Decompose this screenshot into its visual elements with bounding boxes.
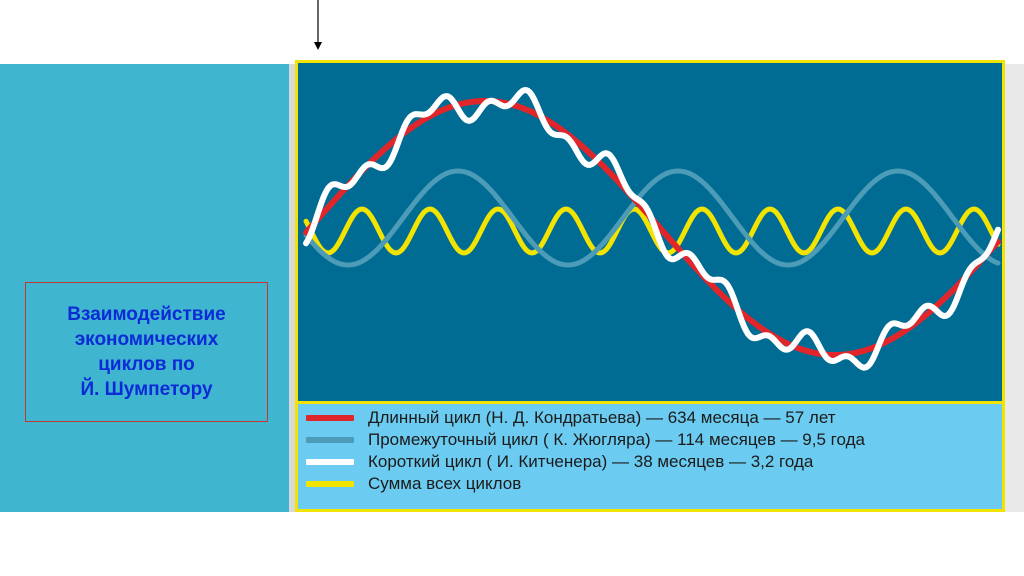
legend-swatch-medium bbox=[306, 437, 354, 443]
cycles-plot-svg bbox=[303, 87, 1001, 371]
legend-item-short: Короткий цикл ( И. Китченера) — 38 месяц… bbox=[306, 451, 813, 473]
legend-label-medium: Промежуточный цикл ( К. Жюгляра) — 114 м… bbox=[368, 430, 865, 449]
legend-label-long: Длинный цикл (Н. Д. Кондратьева) — 634 м… bbox=[368, 408, 836, 427]
legend-separator bbox=[298, 401, 1002, 404]
legend-swatch-sum bbox=[306, 481, 354, 487]
legend-swatch-long bbox=[306, 415, 354, 421]
diagram-frame: Длинный цикл (Н. Д. Кондратьева) — 634 м… bbox=[295, 60, 1005, 512]
legend-label-sum: Сумма всех циклов bbox=[368, 474, 522, 493]
legend-item-sum: Сумма всех циклов bbox=[306, 473, 521, 495]
title-box: Взаимодействие экономических циклов по Й… bbox=[25, 282, 268, 422]
legend-item-long: Длинный цикл (Н. Д. Кондратьева) — 634 м… bbox=[306, 407, 836, 429]
legend: Длинный цикл (Н. Д. Кондратьева) — 634 м… bbox=[298, 404, 1002, 509]
right-edge-strip bbox=[1005, 64, 1024, 512]
left-panel: Взаимодействие экономических циклов по Й… bbox=[0, 64, 289, 512]
curve-sum-of-cycles bbox=[303, 206, 1001, 256]
panel-gap bbox=[289, 64, 295, 512]
curve-short-cycle bbox=[303, 87, 1001, 371]
legend-item-medium: Промежуточный цикл ( К. Жюгляра) — 114 м… bbox=[306, 429, 865, 451]
down-arrow-icon bbox=[314, 0, 322, 50]
diagram-title: Взаимодействие экономических циклов по Й… bbox=[67, 304, 226, 400]
curve-medium-cycle bbox=[303, 168, 1001, 268]
cycles-plot bbox=[298, 63, 1002, 401]
legend-swatch-short bbox=[306, 459, 354, 465]
legend-label-short: Короткий цикл ( И. Китченера) — 38 месяц… bbox=[368, 452, 814, 471]
